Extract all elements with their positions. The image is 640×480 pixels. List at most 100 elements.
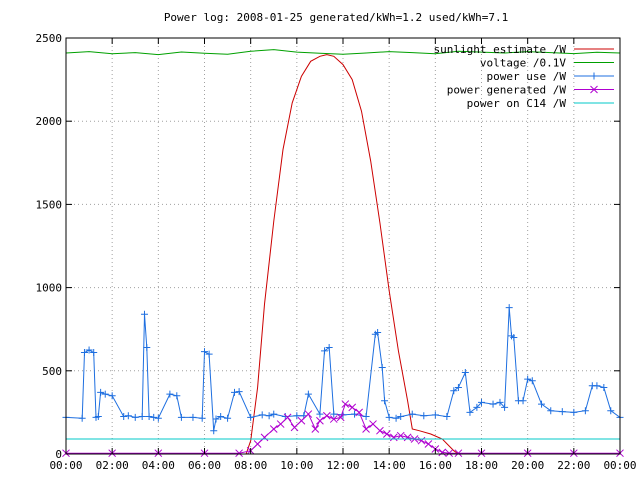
data-point bbox=[329, 415, 338, 423]
legend-label: power on C14 /W bbox=[467, 97, 567, 110]
data-point bbox=[304, 410, 313, 418]
data-point bbox=[270, 410, 278, 418]
data-point bbox=[528, 377, 536, 385]
data-point bbox=[607, 407, 615, 415]
x-tick-label: 00:00 bbox=[603, 459, 636, 472]
data-point bbox=[570, 408, 578, 416]
series-line bbox=[245, 54, 459, 455]
data-point bbox=[362, 425, 370, 433]
data-point bbox=[269, 425, 278, 433]
data-point bbox=[397, 413, 405, 421]
data-point bbox=[140, 310, 148, 318]
data-point bbox=[281, 413, 289, 421]
data-point bbox=[443, 413, 451, 421]
data-point bbox=[322, 411, 331, 420]
data-point bbox=[108, 392, 116, 400]
data-point bbox=[283, 413, 292, 422]
data-point bbox=[316, 416, 324, 425]
legend-label: power use /W bbox=[487, 70, 567, 83]
data-point bbox=[417, 436, 426, 445]
data-point bbox=[325, 344, 333, 352]
y-tick-label: 500 bbox=[42, 365, 62, 378]
series-line bbox=[65, 307, 621, 431]
data-point bbox=[383, 430, 391, 438]
data-point bbox=[403, 433, 412, 442]
data-point bbox=[496, 398, 504, 406]
y-tick-label: 0 bbox=[55, 448, 62, 461]
data-point bbox=[138, 413, 146, 421]
data-point bbox=[341, 400, 350, 408]
legend-label: voltage /0.1V bbox=[480, 57, 566, 70]
data-point bbox=[381, 397, 389, 405]
data-point bbox=[450, 387, 458, 395]
data-point bbox=[201, 348, 208, 356]
x-tick-label: 02:00 bbox=[96, 459, 129, 472]
data-point bbox=[505, 304, 513, 312]
data-point bbox=[538, 400, 546, 408]
data-point bbox=[445, 449, 454, 458]
data-point bbox=[454, 449, 463, 458]
data-point bbox=[247, 413, 255, 421]
data-point bbox=[461, 368, 469, 376]
data-point bbox=[489, 400, 497, 408]
data-point bbox=[454, 383, 462, 391]
data-point bbox=[374, 329, 382, 337]
data-point bbox=[80, 348, 88, 356]
legend-marker bbox=[590, 85, 598, 94]
data-point bbox=[260, 433, 269, 442]
data-point bbox=[231, 388, 239, 396]
data-point bbox=[389, 433, 398, 442]
x-tick-label: 12:00 bbox=[326, 459, 359, 472]
data-point bbox=[600, 383, 608, 391]
x-tick-label: 14:00 bbox=[373, 459, 406, 472]
plot-frame bbox=[65, 37, 621, 455]
data-point bbox=[431, 411, 439, 419]
data-point bbox=[501, 403, 509, 411]
data-point bbox=[290, 423, 299, 432]
data-point bbox=[355, 408, 364, 417]
data-point bbox=[424, 440, 433, 448]
x-tick-label: 16:00 bbox=[419, 459, 452, 472]
series-2 bbox=[62, 304, 624, 435]
data-point bbox=[330, 410, 338, 418]
data-point bbox=[558, 408, 566, 416]
data-point bbox=[438, 448, 447, 457]
data-point bbox=[385, 413, 393, 421]
data-point bbox=[304, 390, 312, 398]
data-point bbox=[258, 411, 266, 419]
x-tick-label: 08:00 bbox=[234, 459, 267, 472]
data-point bbox=[90, 348, 98, 356]
data-point bbox=[217, 413, 225, 421]
legend-label: power generated /W bbox=[447, 84, 567, 97]
data-point bbox=[210, 427, 218, 435]
data-point bbox=[235, 388, 243, 396]
axis-layer: 0 500 1000 1500 2000 2500 00:00 02:00 04:00 06:00… bbox=[36, 32, 637, 472]
data-point bbox=[336, 413, 345, 422]
chart-title: Power log: 2008-01-25 generated/kWh=1.2 … bbox=[164, 11, 508, 24]
data-point bbox=[173, 392, 181, 400]
data-point bbox=[376, 426, 384, 435]
data-point bbox=[348, 403, 357, 412]
data-point bbox=[101, 390, 109, 398]
y-tick-label: 2500 bbox=[36, 32, 63, 45]
series-layer bbox=[62, 49, 624, 458]
data-point bbox=[97, 388, 105, 396]
data-point bbox=[311, 425, 320, 433]
data-point bbox=[396, 431, 405, 440]
data-point bbox=[198, 414, 206, 422]
data-point bbox=[145, 413, 153, 421]
y-tick-label: 1000 bbox=[36, 282, 63, 295]
data-point bbox=[473, 403, 481, 411]
data-point bbox=[478, 398, 485, 406]
data-point bbox=[224, 414, 232, 422]
data-point bbox=[293, 412, 301, 420]
data-point bbox=[212, 415, 220, 423]
data-point bbox=[235, 449, 243, 458]
data-point bbox=[131, 413, 139, 421]
y-tick-label: 1500 bbox=[36, 198, 63, 211]
data-point bbox=[205, 350, 213, 358]
data-point bbox=[392, 414, 400, 422]
